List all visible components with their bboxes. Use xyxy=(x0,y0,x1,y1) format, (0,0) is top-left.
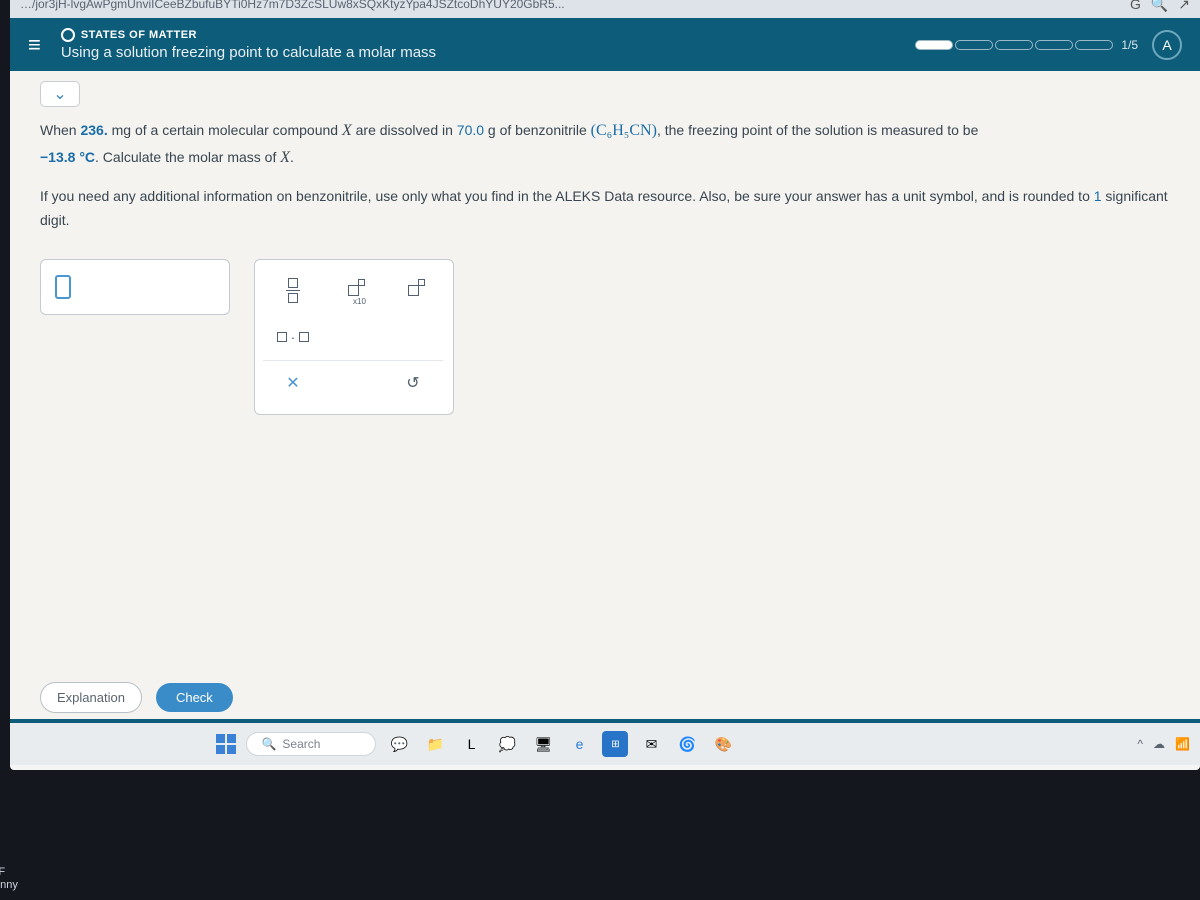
progress-indicator: 1/5 xyxy=(915,38,1138,52)
search-icon: 🔍 xyxy=(261,737,276,751)
multiply-tool[interactable]: · xyxy=(263,314,323,360)
task-edge[interactable]: e xyxy=(566,731,592,757)
task-app-2[interactable]: 📁 xyxy=(422,731,448,757)
share-icon[interactable]: ↗ xyxy=(1178,0,1190,13)
task-app-3[interactable]: L xyxy=(458,731,484,757)
browser-bar: …/jor3jH-lvgAwPgmUnviICeeBZbufuBYTi0Hz7m… xyxy=(10,0,1200,18)
start-button[interactable] xyxy=(216,734,236,754)
tray-onedrive-icon[interactable]: ☁ xyxy=(1153,737,1165,751)
zoom-icon[interactable]: 🔍 xyxy=(1151,0,1168,13)
taskbar-search[interactable]: 🔍 Search xyxy=(246,732,376,756)
collapse-toggle[interactable]: ⌄ xyxy=(40,81,80,107)
math-tool-palette: x10 · ✕ xyxy=(254,259,454,415)
weather-widget: °F unny xyxy=(0,866,18,892)
task-store[interactable]: ⊞ xyxy=(602,731,628,757)
clear-tool[interactable]: ✕ xyxy=(263,360,323,406)
task-app-4[interactable]: 💭 xyxy=(494,731,520,757)
windows-taskbar: 🔍 Search 💬 📁 L 💭 🖥 e ⊞ ✉ 🌀 🎨 ^ ☁ 📶 xyxy=(10,723,1200,765)
task-mail[interactable]: ✉ xyxy=(638,731,664,757)
topic-title: Using a solution freezing point to calcu… xyxy=(61,44,915,61)
scientific-notation-tool[interactable]: x10 xyxy=(323,268,383,314)
undo-icon: ↺ xyxy=(406,373,419,393)
system-tray[interactable]: ^ ☁ 📶 xyxy=(1137,737,1190,751)
task-app-5[interactable]: 🖥 xyxy=(530,731,556,757)
task-app-7[interactable]: 🎨 xyxy=(710,731,736,757)
topic-header: ≡ STATES OF MATTER Using a solution free… xyxy=(10,18,1200,71)
tray-wifi-icon[interactable]: 📶 xyxy=(1175,737,1190,751)
explanation-button[interactable]: Explanation xyxy=(40,682,142,713)
google-icon[interactable]: G xyxy=(1130,0,1141,13)
x-icon: ✕ xyxy=(286,373,299,393)
chevron-down-icon: ⌄ xyxy=(53,84,66,104)
tray-chevron-icon[interactable]: ^ xyxy=(1137,737,1143,751)
answer-placeholder-icon xyxy=(55,275,71,299)
task-app-1[interactable]: 💬 xyxy=(386,731,412,757)
undo-tool[interactable]: ↺ xyxy=(383,360,443,406)
menu-icon[interactable]: ≡ xyxy=(28,32,41,58)
exponent-tool[interactable] xyxy=(383,268,443,314)
fraction-tool[interactable] xyxy=(263,268,323,314)
section-label: STATES OF MATTER xyxy=(61,28,915,42)
check-button[interactable]: Check xyxy=(156,683,233,712)
help-a-button[interactable]: A xyxy=(1152,30,1182,60)
url-text: …/jor3jH-lvgAwPgmUnviICeeBZbufuBYTi0Hz7m… xyxy=(20,0,1130,11)
task-app-6[interactable]: 🌀 xyxy=(674,731,700,757)
problem-text: When 236. mg of a certain molecular comp… xyxy=(40,117,1170,233)
answer-input[interactable] xyxy=(40,259,230,315)
